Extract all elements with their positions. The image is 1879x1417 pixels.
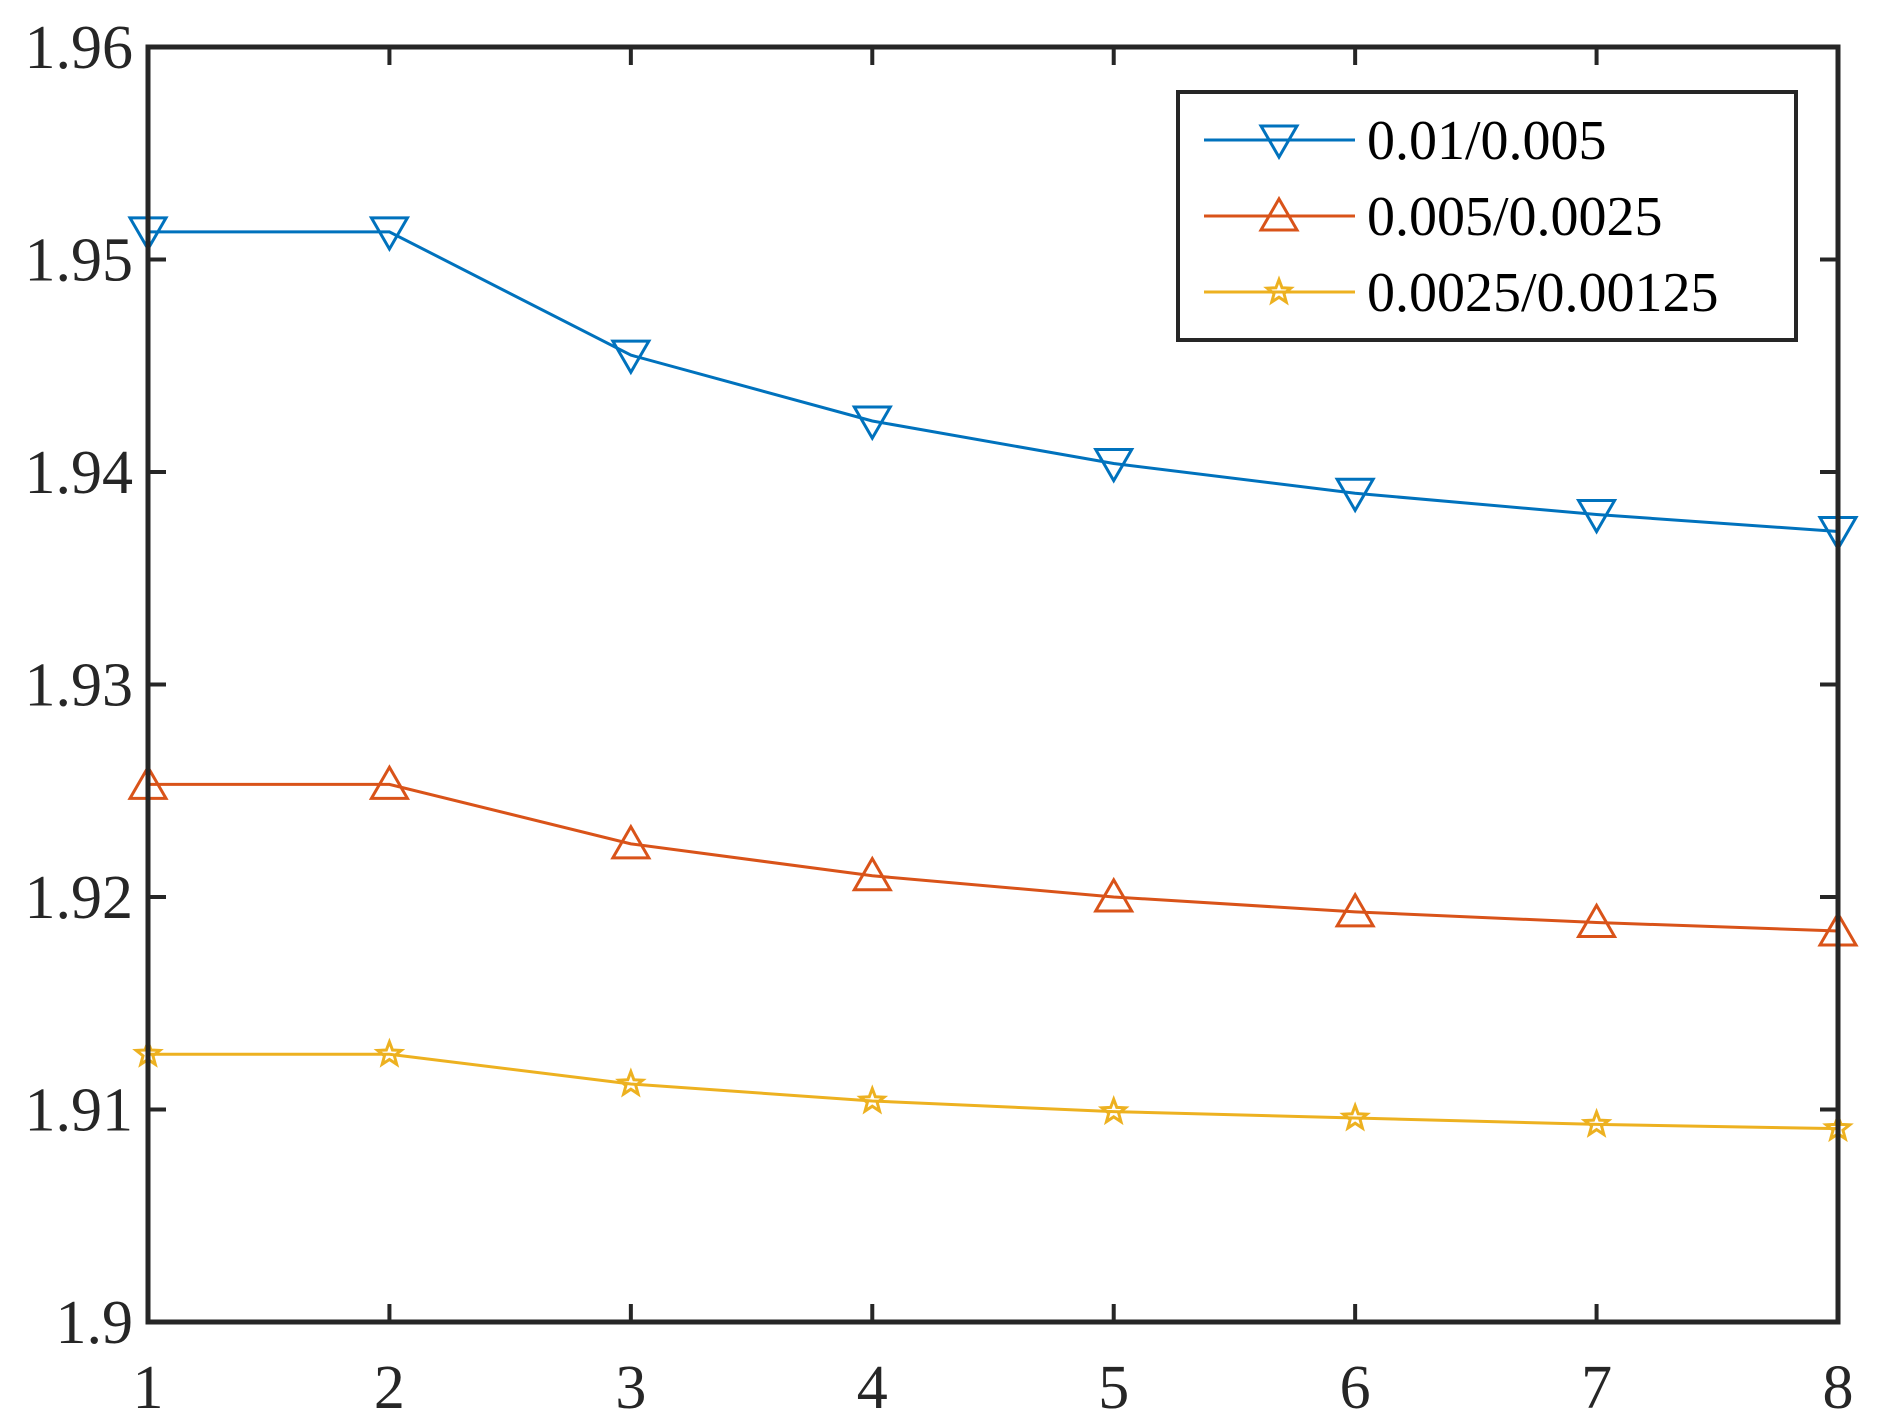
data-point [615,1067,647,1098]
data-point [610,339,652,376]
legend-label: 0.005/0.0025 [1367,186,1663,248]
x-tick-label: 8 [1823,1354,1854,1417]
legend-label: 0.0025/0.00125 [1367,262,1719,324]
y-tick-label: 1.95 [25,227,134,295]
data-point [1093,876,1135,913]
data-point [368,764,411,800]
y-tick-label: 1.92 [25,864,134,932]
data-point [1334,477,1376,514]
plot-frame [145,44,1841,1325]
y-axis: 1.9 1.91 1.92 1.93 1.94 1.95 1.96 [25,14,1838,1357]
x-tick-label: 5 [1098,1354,1129,1417]
data-point [851,405,893,442]
x-tick-label: 3 [615,1354,646,1417]
series-line [148,230,1839,533]
x-axis: 1 2 3 4 5 6 7 8 [133,47,1854,1417]
data-point [1339,1101,1371,1132]
data-point [610,823,652,860]
plot-series [127,216,1859,1143]
series-2 [127,764,1859,947]
series-line [148,782,1839,933]
legend-marker [1258,124,1300,161]
x-tick-label: 1 [133,1354,164,1417]
y-tick-label: 1.96 [25,14,134,82]
x-tick-label: 6 [1340,1354,1371,1417]
data-point [1575,498,1618,535]
y-tick-label: 1.94 [25,439,134,507]
x-tick-label: 2 [374,1354,405,1417]
legend-item: 0.0025/0.00125 [1204,262,1719,324]
legend-item: 0.005/0.0025 [1204,186,1663,248]
data-point [1575,902,1618,939]
y-tick-label: 1.91 [25,1077,134,1145]
data-point [856,1084,889,1115]
series-3 [132,1037,1854,1143]
legend-marker [1263,275,1295,306]
legend-item: 0.01/0.005 [1204,110,1607,172]
data-point [1097,1094,1130,1126]
legend: 0.01/0.005 0.005/0.0025 0.0025/0.00125 [1176,90,1798,342]
data-point [373,1037,406,1068]
y-tick-label: 1.93 [25,652,134,720]
data-point [1580,1107,1613,1138]
legend-marker [1258,195,1300,232]
series-line [148,1052,1839,1131]
x-tick-label: 4 [857,1354,888,1417]
data-point [1334,891,1376,928]
data-point [851,855,893,892]
data-point [368,216,411,252]
legend-label: 0.01/0.005 [1367,110,1607,172]
data-point [1093,447,1135,484]
y-tick-label: 1.9 [56,1289,134,1357]
x-tick-label: 7 [1581,1354,1612,1417]
